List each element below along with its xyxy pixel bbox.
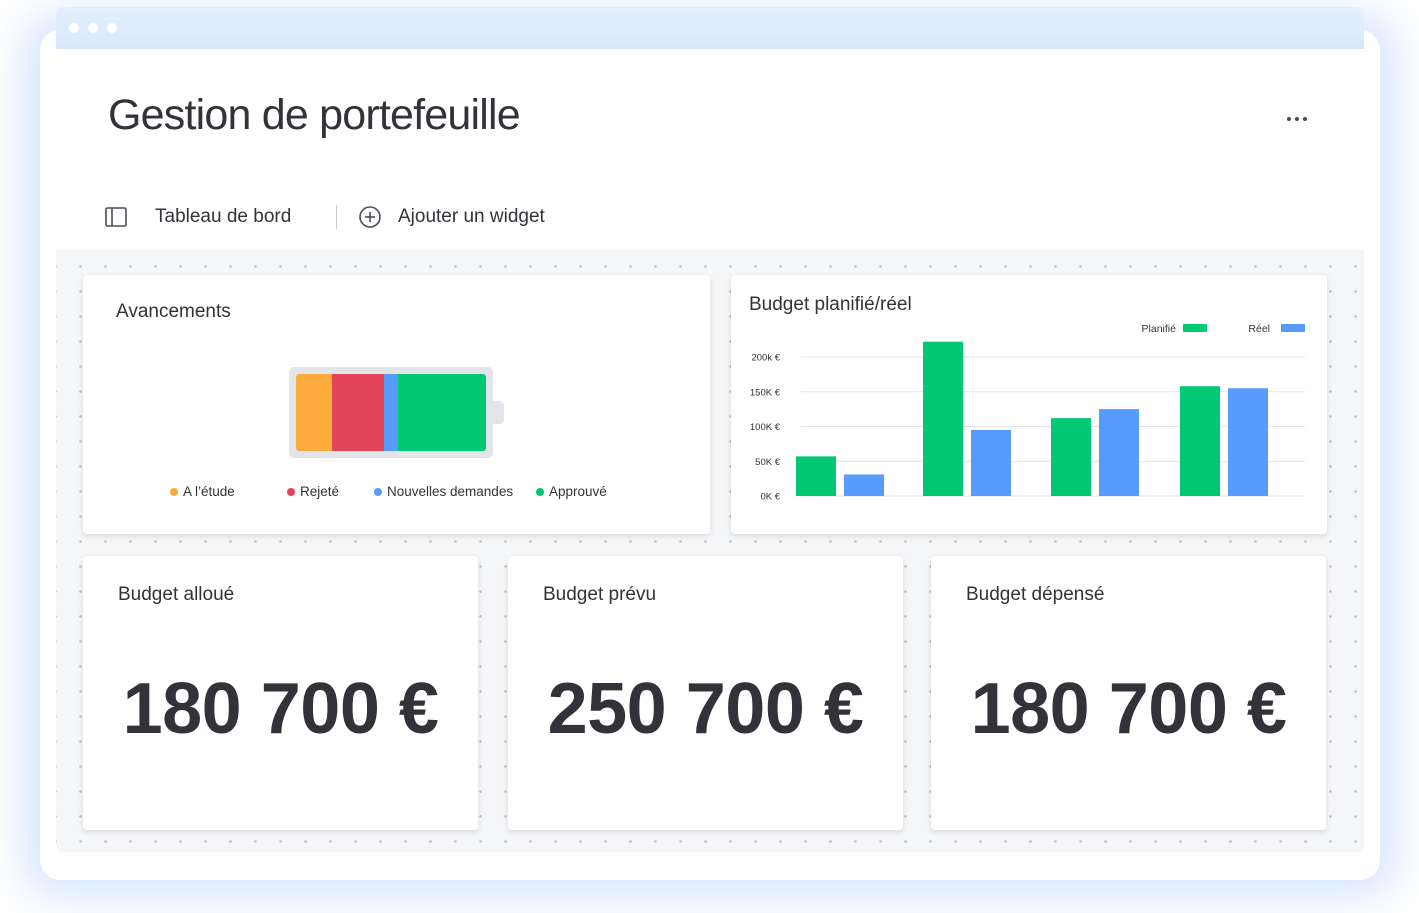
kpi-value: 180 700 € <box>970 669 1287 749</box>
app-window: Gestion de portefeuille Tableau de bord … <box>56 7 1364 852</box>
battery-segment <box>296 374 333 451</box>
y-tick-label: 200k € <box>751 353 780 364</box>
budget-chart: 0K € 50K € 100K € 150K € 200k € Planifié Réel <box>750 323 1305 503</box>
dashboard-canvas: Avancements A l’étude Rejeté Nouvelles dem… <box>56 250 1364 852</box>
sidebar-icon <box>105 207 127 227</box>
add-widget-button[interactable]: Ajouter un widget <box>358 197 545 237</box>
chart-legend-label: Planifié <box>1142 323 1177 335</box>
widget-title: Budget planifié/réel <box>749 294 912 315</box>
legend-dot-icon <box>536 487 544 496</box>
legend-dot-icon <box>287 487 295 496</box>
bar-actual <box>971 429 1011 496</box>
toolbar: Tableau de bord Ajouter un widget <box>104 197 1316 271</box>
window-titlebar <box>56 7 1364 49</box>
bar-planned <box>796 456 836 496</box>
y-tick-label: 150K € <box>750 387 781 398</box>
toolbar-divider <box>336 205 337 229</box>
legend-item: Approuvé <box>536 484 607 499</box>
legend-label: Rejeté <box>300 484 340 499</box>
y-tick-label: 50K € <box>755 457 781 468</box>
tab-dashboard-label: Tableau de bord <box>155 206 292 227</box>
y-tick-label: 100K € <box>750 422 781 433</box>
kpi-title: Budget alloué <box>118 584 235 605</box>
window-dot-icon <box>69 23 79 33</box>
window-dot-icon <box>107 23 117 33</box>
plus-circle-icon <box>359 206 381 228</box>
legend-dot-icon <box>170 487 178 496</box>
battery-cap <box>493 401 504 424</box>
bar-actual <box>1099 409 1139 496</box>
legend-label: Approuvé <box>549 484 607 499</box>
budget-chart-widget[interactable]: Budget planifié/réel 0K € 50K € 100K € 150K… <box>731 275 1327 534</box>
bar-planned <box>923 341 963 496</box>
legend-dot-icon <box>374 487 382 496</box>
kpi-card-forecast[interactable]: Budget prévu 250 700 € <box>508 556 903 830</box>
kpi-title: Budget prévu <box>543 584 657 605</box>
battery-chart <box>289 367 493 458</box>
legend-item: A l’étude <box>170 484 235 499</box>
window-dot-icon <box>88 23 98 33</box>
battery-segment <box>384 374 398 451</box>
kpi-value: 180 700 € <box>122 669 439 749</box>
battery-segment <box>397 374 486 451</box>
board-header: Gestion de portefeuille Tableau de bord … <box>56 49 1364 271</box>
chart-legend-label: Réel <box>1248 323 1270 335</box>
widget-title: Avancements <box>116 301 231 322</box>
chart-legend-swatch <box>1183 324 1207 332</box>
battery-segment <box>332 374 385 451</box>
legend-label: Nouvelles demandes <box>387 484 514 499</box>
page-title: Gestion de portefeuille <box>108 91 521 139</box>
bar-planned <box>1180 386 1220 496</box>
chart-legend-swatch <box>1281 324 1305 332</box>
progress-widget[interactable]: Avancements A l’étude Rejeté Nouvelles dem… <box>83 275 710 534</box>
legend-item: Nouvelles demandes <box>374 484 513 499</box>
legend-label: A l’étude <box>183 484 235 499</box>
more-icon[interactable] <box>1282 107 1312 131</box>
kpi-card-allocated[interactable]: Budget alloué 180 700 € <box>83 556 478 830</box>
add-widget-label: Ajouter un widget <box>398 206 545 227</box>
legend-item: Rejeté <box>287 484 339 499</box>
tab-dashboard[interactable]: Tableau de bord <box>104 197 291 237</box>
progress-legend: A l’étude Rejeté Nouvelles demandes Approuv… <box>83 484 710 504</box>
kpi-value: 250 700 € <box>547 669 864 749</box>
kpi-title: Budget dépensé <box>966 584 1105 605</box>
bar-planned <box>1051 418 1091 496</box>
bar-actual <box>1228 388 1268 496</box>
bar-actual <box>844 474 884 496</box>
kpi-card-spent[interactable]: Budget dépensé 180 700 € <box>931 556 1326 830</box>
y-tick-label: 0K € <box>760 492 780 503</box>
battery-fill <box>296 374 486 451</box>
